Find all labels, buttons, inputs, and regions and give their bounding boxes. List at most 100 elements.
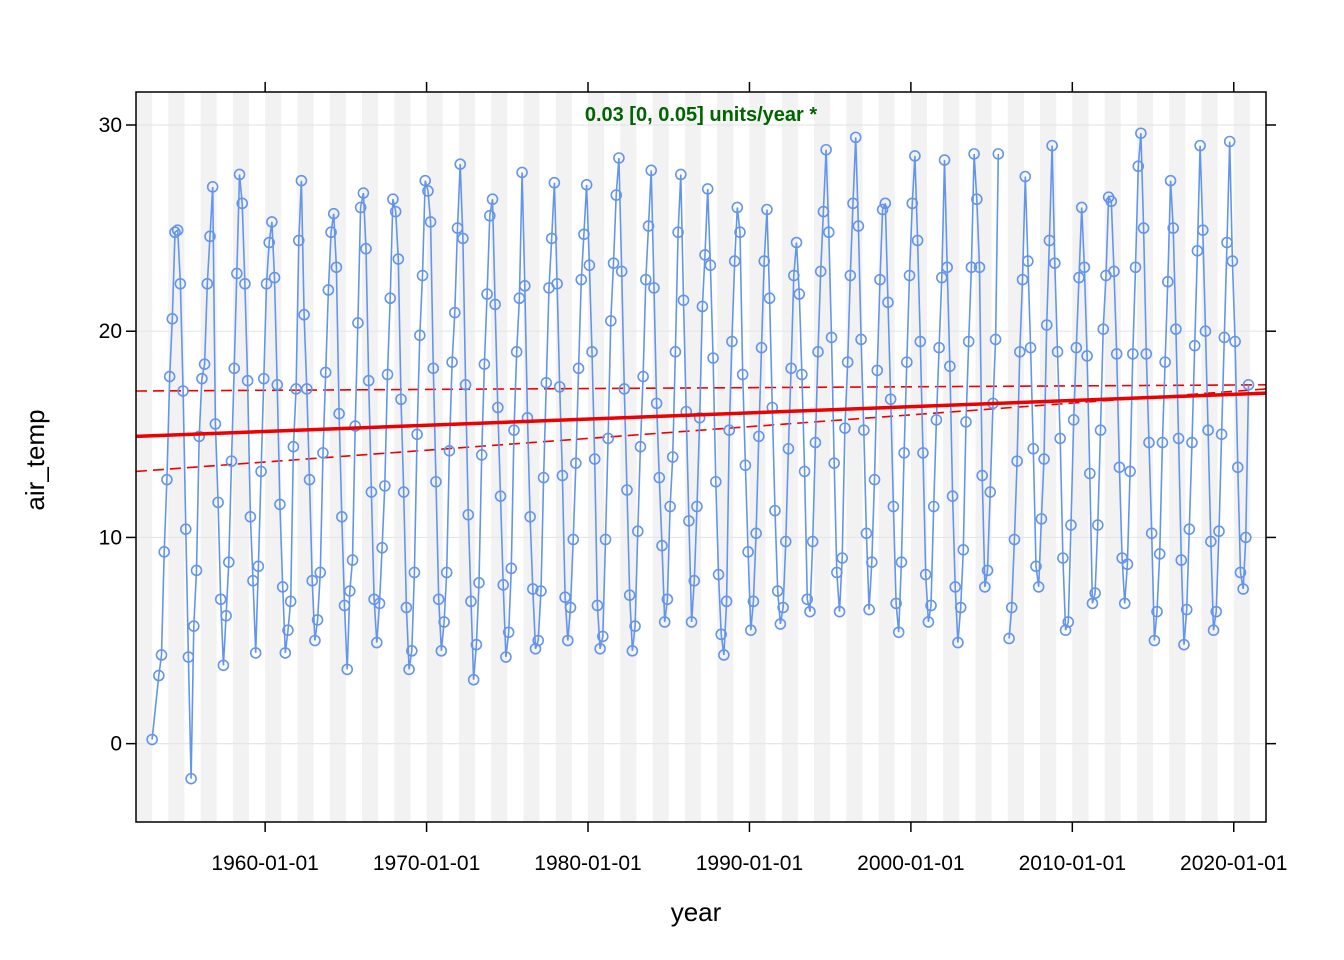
data-point [231,267,243,280]
data-point [158,546,171,558]
data-point [481,288,493,300]
data-point [833,605,846,618]
data-point [1191,244,1204,257]
data-point [1148,634,1161,647]
data-point [467,673,480,686]
data-point [828,457,840,469]
data-point [1065,519,1077,531]
data-point [551,277,563,290]
data-point [1229,335,1241,348]
data-point [699,249,711,261]
data-point [817,205,830,218]
x-tick-label: 1990-01-01 [696,852,803,875]
data-point [392,253,405,265]
data-point [502,626,515,639]
data-point [672,226,684,239]
data-point [1003,632,1015,645]
data-point [884,393,897,406]
data-point [661,593,674,606]
x-tick-label: 2010-01-01 [1019,852,1126,875]
data-point [917,447,929,459]
data-point [962,335,975,348]
data-point [626,645,639,657]
data-point [438,616,450,628]
data-point [664,500,676,513]
data-point [510,346,523,358]
data-point [317,447,329,459]
data-point [516,166,528,179]
data-point [440,566,453,579]
data-point [621,484,633,496]
data-point [809,436,822,449]
plot-frame [135,91,1267,823]
data-point [301,383,313,395]
data-point [747,595,760,608]
data-point [1153,548,1166,560]
data-point [715,628,727,641]
data-point [260,277,273,290]
year-band [878,92,895,822]
year-band [814,92,831,822]
data-point [675,168,687,181]
data-point [559,591,571,604]
data-point [1137,222,1150,234]
data-point [279,647,292,659]
x-tick-label: 1960-01-01 [211,852,318,875]
data-point [330,261,343,274]
data-point [734,226,746,239]
data-point [505,562,518,575]
data-point [895,556,908,568]
data-point [863,603,875,616]
data-point [731,201,744,214]
data-point [314,566,327,579]
data-point [1081,350,1093,362]
data-point [362,374,375,387]
data-point [1194,139,1206,152]
data-point [879,197,892,210]
data-point [1089,587,1101,599]
data-point [451,222,464,234]
data-point [949,581,962,593]
data-point [852,220,865,232]
data-point [640,273,652,286]
data-point [1084,467,1096,480]
data-point [548,176,561,189]
data-point [287,440,300,453]
data-point [666,451,679,463]
data-point [866,556,878,568]
data-point [777,601,789,614]
data-point [572,362,585,375]
data-point [346,554,359,566]
data-point [1022,255,1034,267]
data-point [303,473,316,486]
year-band [975,92,992,822]
data-point [820,143,832,156]
data-point [341,663,354,676]
data-point [1183,523,1196,535]
data-point [728,255,741,267]
data-point [1051,346,1064,358]
data-point [688,574,701,587]
data-point [1145,527,1158,540]
year-band [684,92,702,822]
data-point [411,428,423,441]
data-point [613,152,625,164]
data-point [709,475,722,488]
data-point [1124,465,1136,478]
year-band [1233,92,1250,822]
data-point [492,401,504,414]
data-point [276,581,289,593]
data-point [338,599,351,612]
data-point [901,356,913,368]
data-point [333,407,345,420]
data-point [249,647,262,659]
x-tick-label: 1980-01-01 [534,852,641,875]
data-point [919,568,932,581]
data-point [397,486,410,498]
data-point [1186,436,1198,449]
data-point [755,341,768,354]
year-band [717,92,734,822]
data-point [580,178,593,191]
data-point [225,455,238,467]
data-point [782,442,795,455]
